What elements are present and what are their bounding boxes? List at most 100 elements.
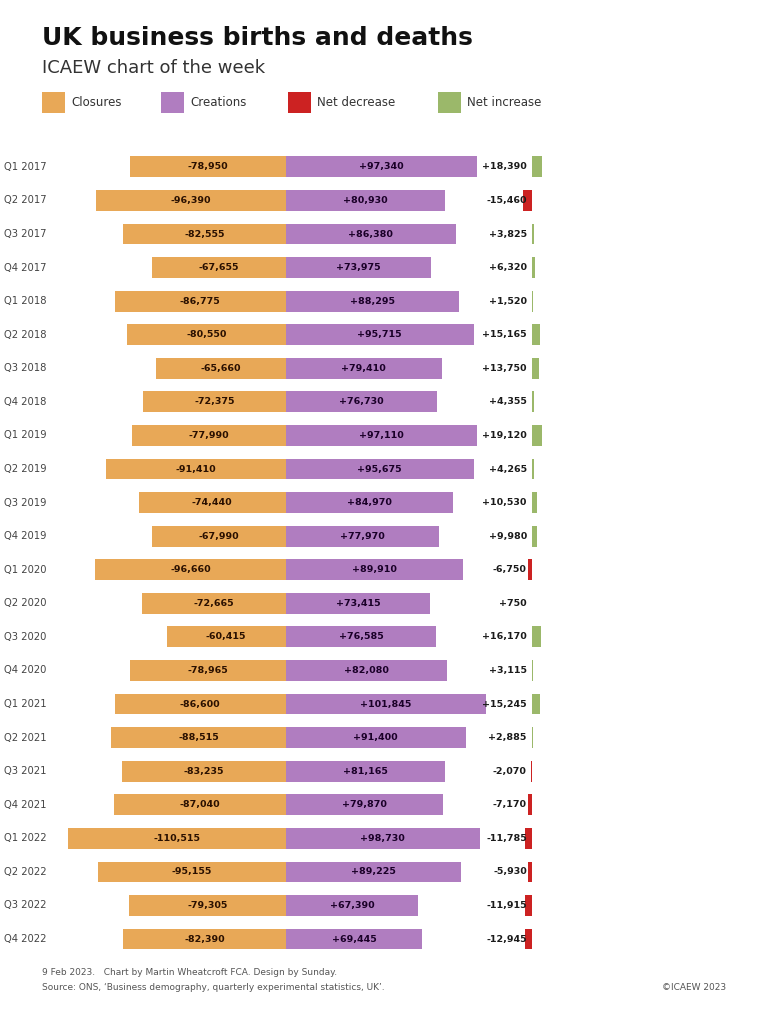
Text: -11,785: -11,785 (486, 834, 527, 843)
Bar (286, 693, 486, 715)
Bar (130, 660, 286, 681)
Text: +80,930: +80,930 (343, 196, 388, 205)
Text: +79,870: +79,870 (342, 801, 386, 809)
Text: -5,930: -5,930 (493, 867, 527, 877)
Bar (531, 627, 541, 647)
Bar (528, 559, 531, 581)
Text: -82,555: -82,555 (184, 229, 224, 239)
Text: -80,550: -80,550 (186, 330, 227, 339)
Bar (105, 459, 286, 479)
Bar (286, 795, 443, 815)
Text: Q4 2017: Q4 2017 (4, 262, 46, 272)
Bar (121, 761, 286, 781)
Bar (286, 929, 422, 949)
Bar (531, 391, 534, 413)
Text: +91,400: +91,400 (353, 733, 398, 742)
Bar (95, 559, 286, 581)
Text: +89,910: +89,910 (352, 565, 396, 574)
Bar (286, 660, 447, 681)
Text: Q1 2019: Q1 2019 (4, 430, 47, 440)
Text: +15,165: +15,165 (482, 330, 527, 339)
Text: -67,655: -67,655 (199, 263, 239, 272)
Bar (523, 190, 531, 211)
Text: -15,460: -15,460 (486, 196, 527, 205)
Text: Q3 2021: Q3 2021 (4, 766, 46, 776)
Text: +98,730: +98,730 (360, 834, 406, 843)
Text: +79,410: +79,410 (341, 364, 386, 373)
Text: +750: +750 (499, 599, 527, 608)
Bar (286, 828, 480, 849)
Text: -65,660: -65,660 (200, 364, 241, 373)
Text: -87,040: -87,040 (180, 801, 220, 809)
Text: +97,110: +97,110 (359, 431, 403, 440)
Bar (525, 828, 531, 849)
Bar (531, 223, 534, 245)
Text: +89,225: +89,225 (351, 867, 396, 877)
Text: Q2 2017: Q2 2017 (4, 196, 47, 206)
Text: Net increase: Net increase (467, 96, 541, 109)
Text: Q3 2022: Q3 2022 (4, 900, 46, 910)
Text: Q1 2017: Q1 2017 (4, 162, 47, 172)
Bar (531, 257, 535, 278)
Text: -60,415: -60,415 (206, 633, 247, 641)
Bar (286, 627, 436, 647)
Text: -78,950: -78,950 (187, 163, 228, 171)
Bar (130, 157, 286, 177)
Bar (286, 895, 419, 915)
Bar (123, 223, 286, 245)
Bar (143, 391, 286, 413)
Bar (286, 257, 431, 278)
Text: +9,980: +9,980 (488, 531, 527, 541)
Bar (286, 761, 445, 781)
Text: Source: ONS, ‘Business demography, quarterly experimental statistics, UK’.: Source: ONS, ‘Business demography, quart… (42, 983, 385, 992)
Bar (531, 660, 534, 681)
Bar (139, 493, 286, 513)
Text: +77,970: +77,970 (340, 531, 385, 541)
Bar (286, 391, 437, 413)
Text: +67,390: +67,390 (329, 901, 374, 910)
Text: -6,750: -6,750 (493, 565, 527, 574)
Bar (286, 593, 430, 613)
Text: +97,340: +97,340 (359, 163, 404, 171)
Text: -82,390: -82,390 (184, 935, 225, 943)
Text: Q2 2020: Q2 2020 (4, 598, 46, 608)
Text: Q3 2020: Q3 2020 (4, 632, 46, 642)
Text: +95,675: +95,675 (357, 465, 402, 473)
Bar (286, 525, 439, 547)
Text: +3,115: +3,115 (488, 666, 527, 675)
Text: -7,170: -7,170 (493, 801, 527, 809)
Bar (286, 559, 462, 581)
Text: -88,515: -88,515 (178, 733, 219, 742)
Text: Q3 2017: Q3 2017 (4, 229, 46, 239)
Bar (528, 795, 531, 815)
Bar (286, 425, 477, 445)
Bar (286, 493, 453, 513)
Text: -79,305: -79,305 (187, 901, 227, 910)
Bar (286, 190, 445, 211)
Text: +81,165: +81,165 (343, 767, 388, 776)
Text: UK business births and deaths: UK business births and deaths (42, 26, 473, 49)
Bar (115, 693, 286, 715)
Bar (96, 190, 286, 211)
Text: Q1 2018: Q1 2018 (4, 296, 46, 306)
Text: -74,440: -74,440 (192, 498, 233, 507)
Bar (286, 727, 465, 748)
Bar (286, 291, 459, 311)
Text: Q3 2019: Q3 2019 (4, 498, 46, 508)
Text: Q4 2020: Q4 2020 (4, 666, 46, 676)
Text: +2,885: +2,885 (488, 733, 527, 742)
Bar (531, 358, 539, 379)
Bar (132, 425, 286, 445)
Text: Q1 2021: Q1 2021 (4, 699, 47, 709)
Bar (124, 929, 286, 949)
Bar (531, 493, 538, 513)
Bar (127, 325, 286, 345)
Text: -2,070: -2,070 (493, 767, 527, 776)
Text: ICAEW chart of the week: ICAEW chart of the week (42, 59, 266, 78)
Text: Q4 2019: Q4 2019 (4, 531, 46, 541)
Text: +6,320: +6,320 (488, 263, 527, 272)
Text: +4,355: +4,355 (489, 397, 527, 407)
Text: ©ICAEW 2023: ©ICAEW 2023 (662, 983, 726, 992)
Text: Q2 2019: Q2 2019 (4, 464, 47, 474)
Bar (286, 861, 462, 883)
